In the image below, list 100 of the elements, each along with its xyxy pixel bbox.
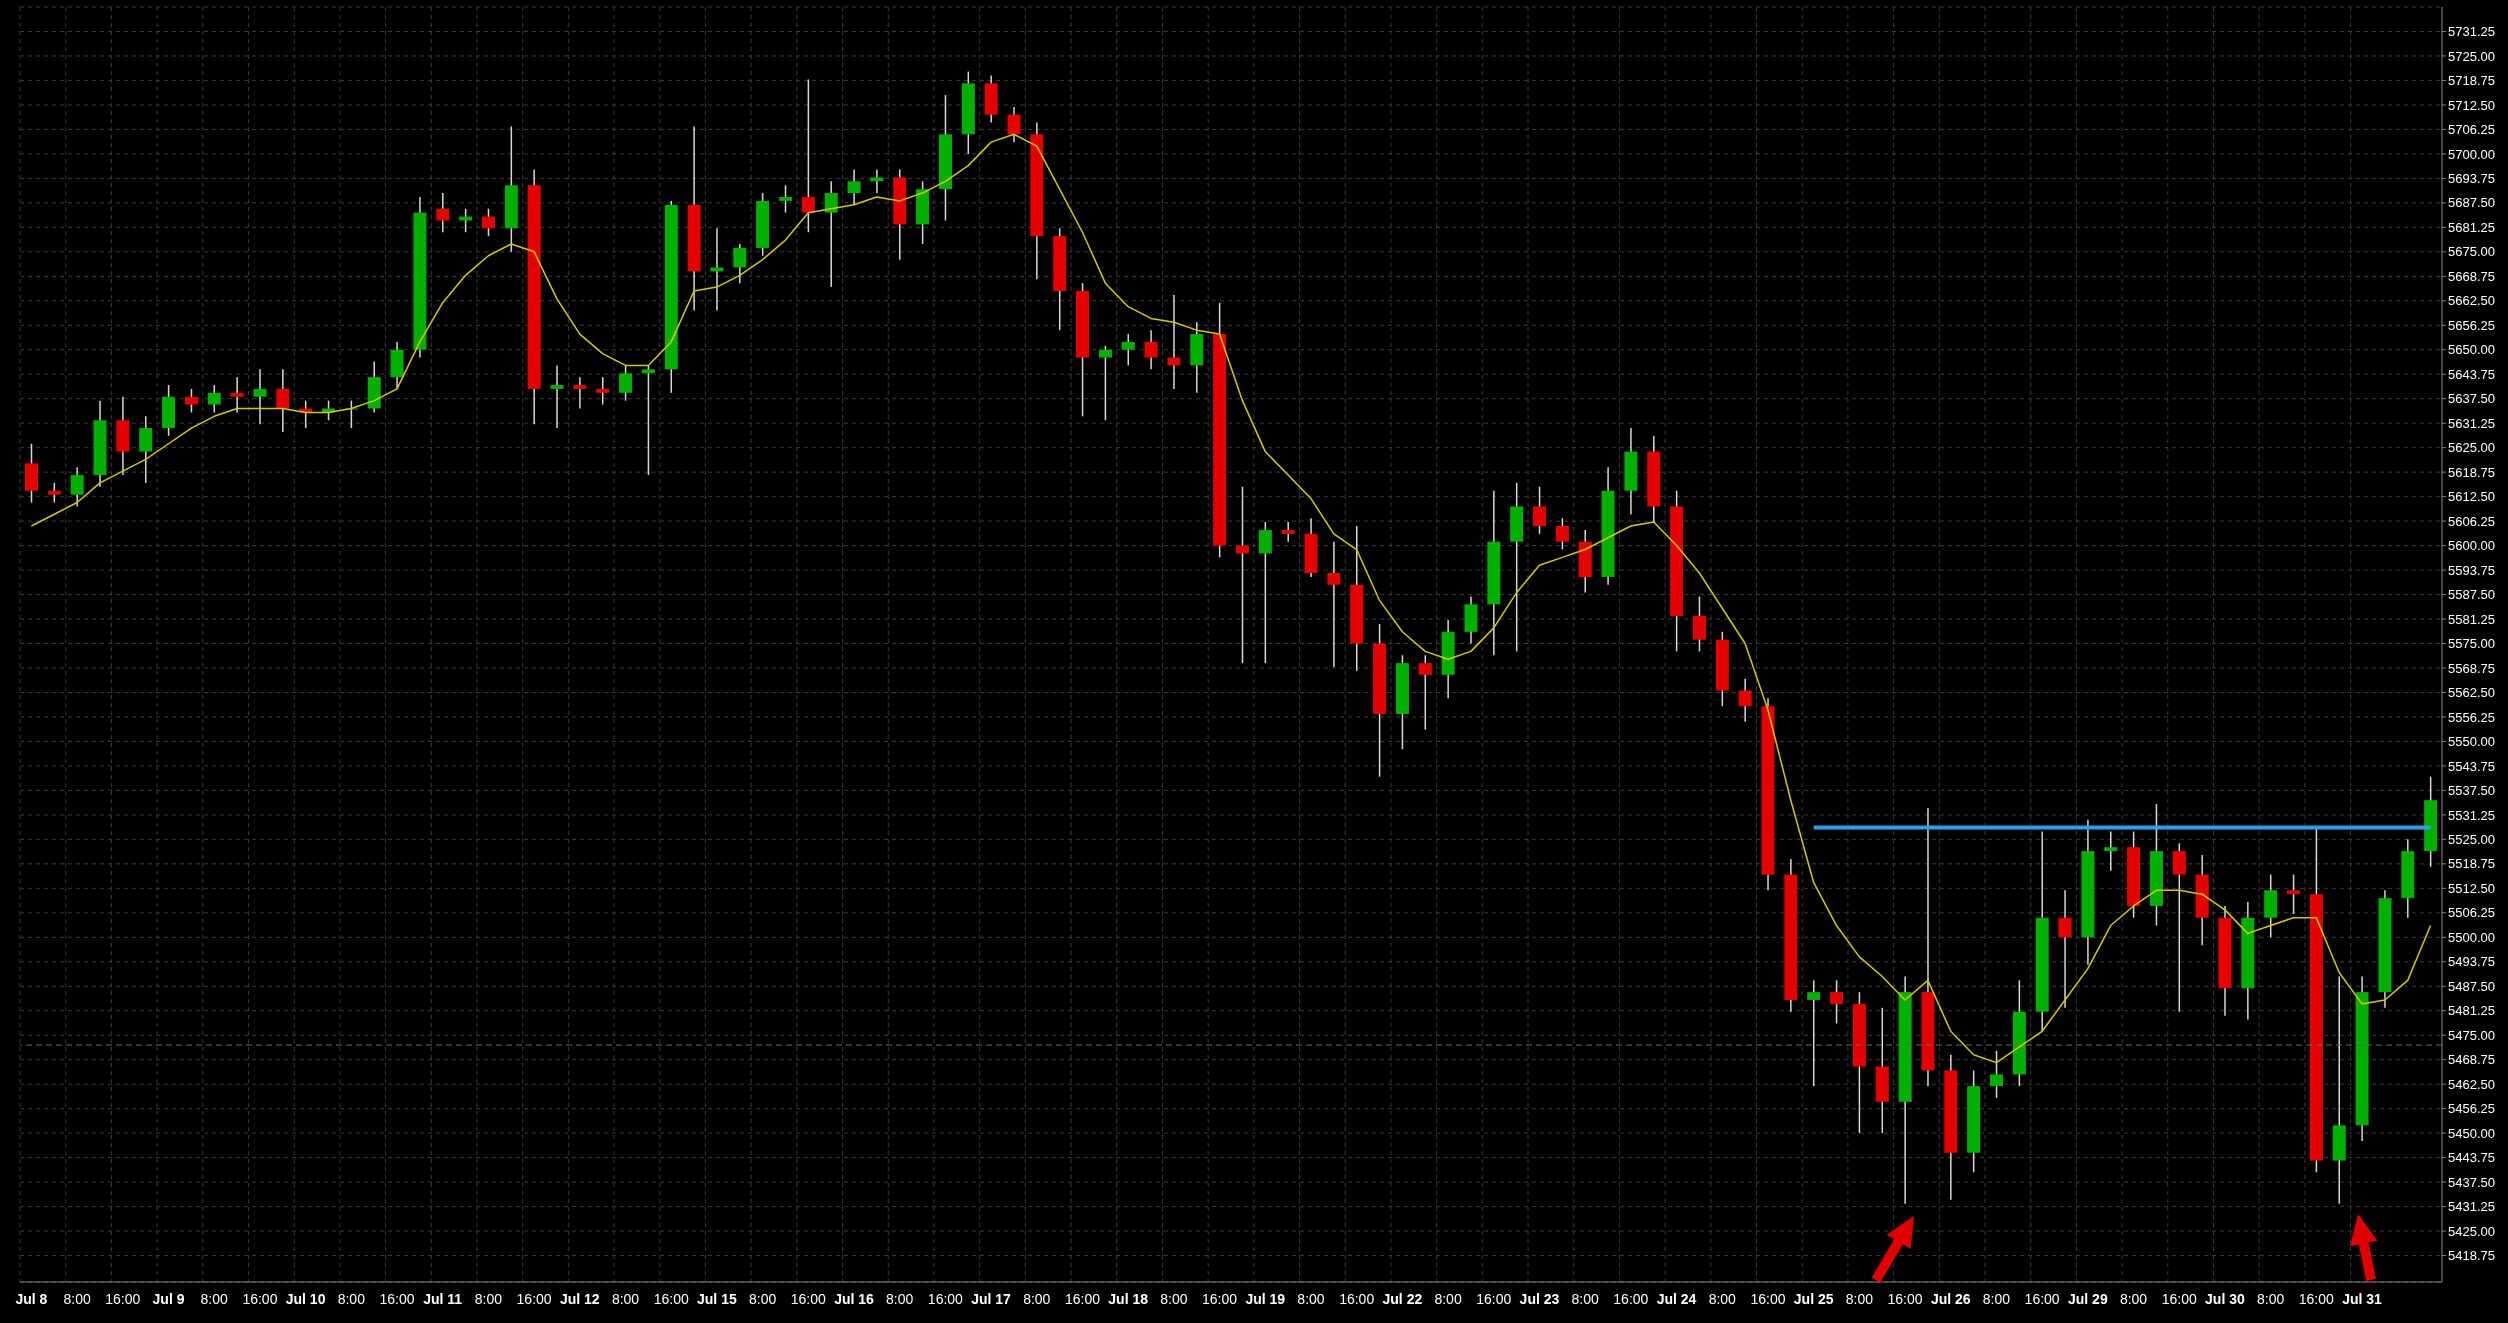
candlestick [550, 364, 564, 429]
x-tick-label: Jul 26 [1930, 1291, 1971, 1307]
y-tick-label: 5431.25 [2448, 1199, 2495, 1215]
y-tick-label: 5718.75 [2448, 73, 2495, 89]
x-tick-label: 8:00 [63, 1291, 91, 1307]
x-tick-label: 16:00 [1887, 1291, 1923, 1307]
x-tick-label: 8:00 [2257, 1291, 2285, 1307]
y-tick-label: 5525.00 [2448, 831, 2495, 847]
x-tick-label: 8:00 [1297, 1291, 1325, 1307]
y-tick-label: 5425.00 [2448, 1223, 2495, 1239]
x-tick-label: 8:00 [1708, 1291, 1737, 1307]
x-tick-label: 16:00 [653, 1291, 689, 1307]
y-tick-label: 5418.75 [2448, 1248, 2495, 1264]
x-tick-label: 16:00 [105, 1291, 141, 1307]
candlestick [2104, 830, 2118, 872]
x-tick-label: Jul 22 [1382, 1291, 1423, 1307]
y-tick-label: 5631.25 [2448, 415, 2495, 431]
y-tick-label: 5481.25 [2448, 1003, 2495, 1019]
candlestick [1692, 595, 1706, 653]
x-tick-label: Jul 10 [285, 1291, 326, 1307]
x-tick-label: Jul 18 [1108, 1291, 1149, 1307]
x-tick-label: Jul 19 [1245, 1291, 1286, 1307]
y-tick-label: 5450.00 [2448, 1125, 2495, 1141]
candlestick [847, 168, 861, 206]
x-tick-label: Jul 12 [559, 1291, 600, 1307]
x-tick-label: Jul 25 [1793, 1291, 1834, 1307]
candlestick [230, 376, 244, 414]
y-tick-label: 5668.75 [2448, 268, 2495, 284]
y-tick-label: 5700.00 [2448, 146, 2495, 162]
y-tick-label: 5537.50 [2448, 783, 2495, 799]
y-tick-label: 5487.50 [2448, 978, 2495, 994]
x-tick-label: Jul 11 [423, 1291, 463, 1307]
candlestick [1258, 521, 1272, 664]
candlestick [619, 364, 633, 402]
x-tick-label: 8:00 [337, 1291, 366, 1307]
x-tick-label: Jul 29 [2067, 1291, 2108, 1307]
candlestick [70, 466, 84, 508]
y-tick-label: 5550.00 [2448, 734, 2495, 750]
x-tick-label: Jul 24 [1656, 1291, 1697, 1307]
candlestick [779, 184, 793, 214]
y-tick-label: 5606.25 [2448, 513, 2495, 529]
candlestick [299, 399, 313, 429]
candlestick [253, 368, 267, 425]
x-tick-label: 16:00 [1202, 1291, 1238, 1307]
y-tick-label: 5656.25 [2448, 317, 2495, 333]
x-tick-label: 8:00 [200, 1291, 229, 1307]
y-tick-label: 5437.50 [2448, 1174, 2495, 1190]
x-tick-label: 16:00 [2024, 1291, 2060, 1307]
candlestick [47, 482, 61, 504]
y-tick-label: 5618.75 [2448, 464, 2495, 480]
x-tick-label: Jul 15 [697, 1291, 737, 1307]
y-tick-label: 5725.00 [2448, 48, 2495, 64]
y-tick-label: 5456.25 [2448, 1101, 2495, 1117]
candlestick [1007, 106, 1021, 143]
y-tick-label: 5493.75 [2448, 954, 2495, 970]
y-tick-label: 5443.75 [2448, 1150, 2495, 1166]
y-tick-label: 5543.75 [2448, 758, 2495, 774]
candlestick [870, 168, 884, 194]
y-tick-label: 5475.00 [2448, 1027, 2495, 1043]
x-tick-label: 8:00 [886, 1291, 914, 1307]
candlestick [139, 415, 153, 484]
candlestick [1533, 486, 1547, 535]
y-tick-label: 5587.50 [2448, 587, 2495, 603]
candlestick [436, 192, 450, 233]
x-tick-label: 8:00 [1160, 1291, 1188, 1307]
candlestick [573, 376, 587, 410]
y-tick-label: 5581.25 [2448, 611, 2495, 627]
x-tick-label: 8:00 [1845, 1291, 1874, 1307]
candlestick [481, 207, 495, 237]
candlestick [1418, 654, 1432, 731]
x-tick-label: 8:00 [474, 1291, 503, 1307]
x-tick-label: 16:00 [1613, 1291, 1649, 1307]
y-tick-label: 5706.25 [2448, 122, 2495, 138]
candlestick [1830, 979, 1844, 1025]
y-tick-label: 5731.25 [2448, 24, 2495, 40]
candlestick [207, 384, 221, 414]
candlestick [733, 243, 747, 284]
x-tick-label: 8:00 [748, 1291, 777, 1307]
x-tick-label: Jul 16 [834, 1291, 875, 1307]
y-tick-label: 5568.75 [2448, 660, 2495, 676]
x-tick-label: Jul 9 [152, 1291, 185, 1307]
x-tick-label: 8:00 [1023, 1291, 1051, 1307]
candlestick [2172, 842, 2186, 1013]
candlestick [1281, 521, 1295, 543]
candlestick [1990, 1050, 2004, 1099]
x-tick-label: 16:00 [2161, 1291, 2197, 1307]
y-tick-label: 5675.00 [2448, 244, 2495, 260]
candlestick [1738, 678, 1752, 723]
y-tick-label: 5687.50 [2448, 195, 2495, 211]
y-tick-label: 5512.50 [2448, 880, 2495, 896]
y-tick-label: 5518.75 [2448, 856, 2495, 872]
x-tick-label: 8:00 [611, 1291, 640, 1307]
x-tick-label: 8:00 [1434, 1291, 1462, 1307]
x-tick-label: 8:00 [2119, 1291, 2148, 1307]
y-tick-label: 5531.25 [2448, 807, 2495, 823]
x-tick-label: 16:00 [1339, 1291, 1375, 1307]
y-tick-label: 5500.00 [2448, 929, 2495, 945]
y-tick-label: 5643.75 [2448, 366, 2495, 382]
candlestick [184, 388, 198, 414]
x-tick-label: Jul 31 [2342, 1291, 2383, 1307]
